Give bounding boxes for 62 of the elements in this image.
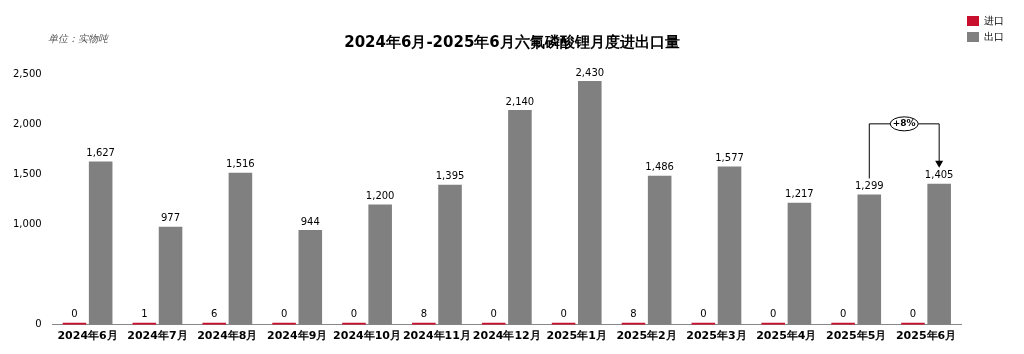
bar — [717, 166, 742, 325]
bar — [298, 230, 323, 325]
y-tick-label: 2,500 — [12, 67, 42, 79]
data-label: 1,200 — [365, 190, 395, 202]
data-label: 0 — [490, 308, 497, 320]
bar — [787, 202, 812, 325]
data-label: 8 — [420, 308, 428, 320]
x-tick-label: 2024年12月 — [472, 329, 541, 343]
x-tick-label: 2024年9月 — [267, 329, 328, 343]
data-label: 1,217 — [785, 188, 814, 200]
y-tick-label: 2,000 — [12, 117, 42, 129]
x-tick-label: 2024年11月 — [402, 329, 471, 343]
data-label: 0 — [700, 308, 707, 320]
data-label: 0 — [839, 308, 847, 320]
bar — [578, 81, 602, 325]
x-tick-label: 2024年6月 — [57, 329, 118, 343]
x-tick-label: 2025年3月 — [686, 329, 747, 343]
legend-label: 出口 — [984, 30, 1004, 42]
bar — [857, 194, 882, 325]
data-label: 1,395 — [435, 170, 465, 182]
annotation: +8% — [892, 118, 916, 129]
data-label: 944 — [300, 215, 320, 227]
data-label: 6 — [211, 308, 218, 320]
bar — [647, 175, 672, 325]
bar — [927, 183, 951, 325]
bar — [508, 110, 532, 325]
data-label: 2,430 — [575, 66, 605, 78]
x-tick-label: 2025年4月 — [756, 329, 817, 343]
y-tick-label: 1,000 — [12, 218, 42, 230]
bar — [438, 184, 462, 325]
bar — [88, 161, 113, 325]
data-label: 8 — [630, 308, 637, 320]
data-label: 1,405 — [924, 169, 954, 181]
x-tick-label: 2024年8月 — [197, 329, 258, 343]
x-tick-label: 2025年5月 — [826, 329, 887, 343]
x-tick-label: 2025年1月 — [546, 329, 607, 343]
bar — [228, 172, 253, 325]
text: 单位：实物吨 — [48, 32, 110, 44]
data-label: 1,299 — [854, 180, 884, 192]
data-label: 1,516 — [226, 158, 255, 170]
data-label: 0 — [770, 308, 777, 320]
x-tick-label: 2025年2月 — [616, 329, 677, 343]
data-label: 1 — [141, 308, 148, 320]
x-tick-label: 2024年7月 — [127, 329, 188, 343]
data-label: 0 — [560, 308, 567, 320]
chart-title: 2024年6月-2025年6月六氟磷酸锂月度进出口量 — [344, 32, 680, 51]
data-label: 977 — [160, 212, 181, 224]
data-label: 1,627 — [86, 147, 115, 159]
data-label: 1,577 — [715, 152, 744, 164]
legend-label: 进口 — [984, 14, 1004, 26]
bar — [368, 204, 392, 325]
data-label: 0 — [280, 308, 288, 320]
y-tick-label: 0 — [35, 318, 42, 330]
y-tick-label: 1,500 — [12, 167, 42, 179]
data-label: 1,486 — [645, 161, 674, 173]
x-tick-label: 2024年10月 — [333, 329, 402, 343]
bar — [158, 226, 183, 325]
data-label: 0 — [350, 308, 358, 320]
data-label: 0 — [909, 308, 917, 320]
data-label: 0 — [71, 308, 78, 320]
data-label: 2,140 — [505, 95, 535, 107]
x-tick-label: 2025年6月 — [895, 329, 957, 343]
